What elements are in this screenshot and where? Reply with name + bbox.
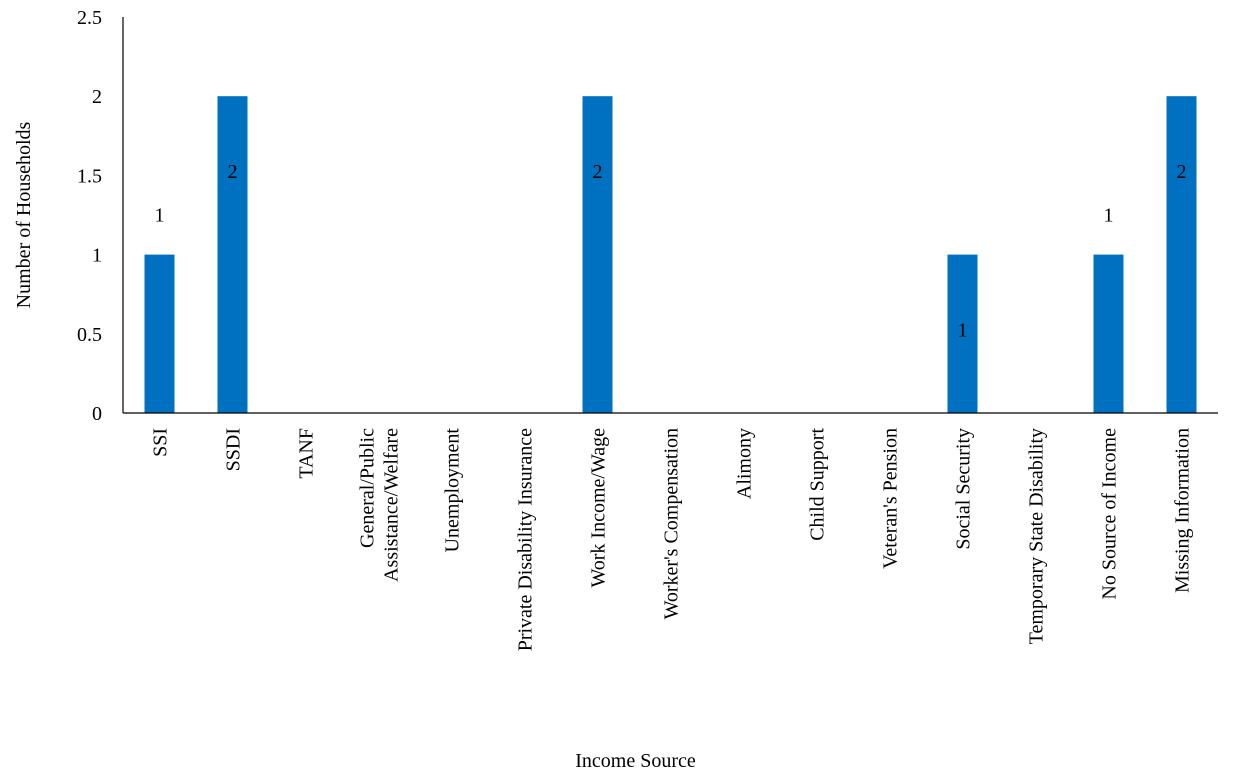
data-label: 1 — [1104, 205, 1114, 227]
x-category-label-line: No Source of Income — [1099, 428, 1121, 600]
x-category-label-line: Social Security — [953, 428, 975, 550]
x-category-label: Private Disability Insurance — [515, 428, 537, 651]
x-category-label-line: Worker's Compensation — [661, 428, 683, 619]
x-category-label-line: Missing Information — [1172, 428, 1194, 593]
x-category-label: Social Security — [953, 428, 975, 550]
x-category-label: Alimony — [734, 428, 756, 499]
x-category-label: Worker's Compensation — [661, 428, 683, 619]
x-category-label: SSI — [150, 428, 172, 457]
data-label: 2 — [228, 161, 238, 183]
y-tick-label: 0.5 — [77, 324, 102, 346]
bar — [582, 96, 613, 413]
x-category-label-line: Child Support — [807, 428, 829, 541]
x-category-label-line: Assistance/Welfare — [381, 428, 403, 582]
y-tick-label: 1.5 — [77, 165, 102, 187]
data-labels: 1 2 2 1 1 2 — [155, 161, 1187, 341]
x-category-label: Veteran's Pension — [880, 428, 902, 569]
data-label: 2 — [1177, 161, 1187, 183]
bar — [217, 96, 248, 413]
y-tick-label: 1 — [92, 245, 102, 267]
x-category-label-line: SSDI — [223, 428, 245, 471]
data-label: 2 — [593, 161, 603, 183]
x-category-label-line: Work Income/Wage — [588, 428, 610, 588]
x-category-label: Work Income/Wage — [588, 428, 610, 588]
x-category-label-line: General/Public — [357, 428, 379, 548]
bar — [144, 254, 175, 413]
y-tick-label: 0 — [92, 403, 102, 425]
x-category-label: General/Public Assistance/Welfare — [357, 428, 403, 582]
y-axis-title: Number of Households — [13, 121, 35, 308]
data-label: 1 — [155, 205, 165, 227]
x-category-label-line: Private Disability Insurance — [515, 428, 537, 651]
bar — [1093, 254, 1124, 413]
x-category-label-line: TANF — [296, 428, 318, 479]
y-tick-label: 2 — [92, 86, 102, 108]
x-category-label: TANF — [296, 428, 318, 479]
x-axis-title: Income Source — [575, 750, 696, 772]
x-axis-categories: SSI SSDI TANF General/Public Assistance/Welf… — [150, 428, 1194, 652]
x-category-label-line: Temporary State Disability — [1026, 428, 1048, 644]
bars — [144, 96, 1197, 413]
x-category-label-line: Veteran's Pension — [880, 428, 902, 569]
x-category-label: Missing Information — [1172, 428, 1194, 593]
x-category-label: Unemployment — [442, 428, 464, 553]
bar — [1166, 96, 1197, 413]
x-category-label: No Source of Income — [1099, 428, 1121, 600]
x-category-label: Child Support — [807, 428, 829, 541]
x-category-label-line: SSI — [150, 428, 172, 457]
y-axis-ticks: 0 0.5 1 1.5 2 2.5 — [77, 7, 102, 425]
data-label: 1 — [958, 320, 968, 342]
y-tick-label: 2.5 — [77, 7, 102, 29]
bar — [947, 254, 978, 413]
x-category-label: Temporary State Disability — [1026, 428, 1048, 644]
x-category-label-line: Alimony — [734, 428, 756, 499]
x-category-label-line: Unemployment — [442, 428, 464, 553]
x-category-label: SSDI — [223, 428, 245, 471]
